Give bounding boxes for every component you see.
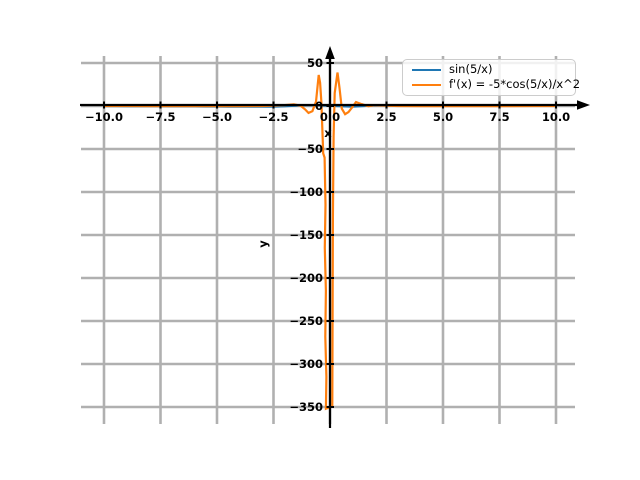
x-tick-label: 10.0	[542, 110, 570, 124]
legend-box: sin(5/x) f'(x) = -5*cos(5/x)/x^2	[402, 59, 580, 96]
x-tick-label: −7.5	[145, 110, 175, 124]
x-tick-label: 7.5	[489, 110, 509, 124]
x-axis-label: x	[324, 126, 332, 140]
y-tick-label: −350	[289, 400, 323, 414]
legend-item-label: sin(5/x)	[449, 62, 493, 77]
x-tick-label: −5.0	[202, 110, 232, 124]
legend-item-sin: sin(5/x)	[412, 64, 575, 76]
y-axis-label: y	[256, 240, 270, 248]
tick-labels: −10.0−7.5−5.0−2.50.02.55.07.510.0500−50−…	[85, 56, 570, 414]
legend-line-sample-blue	[412, 68, 441, 72]
x-axis-arrow	[577, 100, 590, 110]
y-tick-label: −150	[289, 228, 323, 242]
x-tick-label: −10.0	[85, 110, 123, 124]
x-tick-label: 2.5	[376, 110, 396, 124]
x-tick-label: 5.0	[433, 110, 453, 124]
y-tick-label: −50	[297, 142, 323, 156]
y-tick-label: −200	[289, 271, 323, 285]
y-tick-label: −300	[289, 357, 323, 371]
y-tick-label: −100	[289, 185, 323, 199]
y-axis-arrow	[325, 46, 335, 59]
x-tick-label: −2.5	[258, 110, 288, 124]
y-tick-label: 50	[307, 56, 323, 70]
legend-line-sample-orange	[412, 83, 441, 87]
y-tick-label: −250	[289, 314, 323, 328]
legend-item-label: f'(x) = -5*cos(5/x)/x^2	[449, 77, 581, 92]
tick-marks	[103, 62, 557, 408]
legend-item-derivative: f'(x) = -5*cos(5/x)/x^2	[412, 79, 580, 91]
